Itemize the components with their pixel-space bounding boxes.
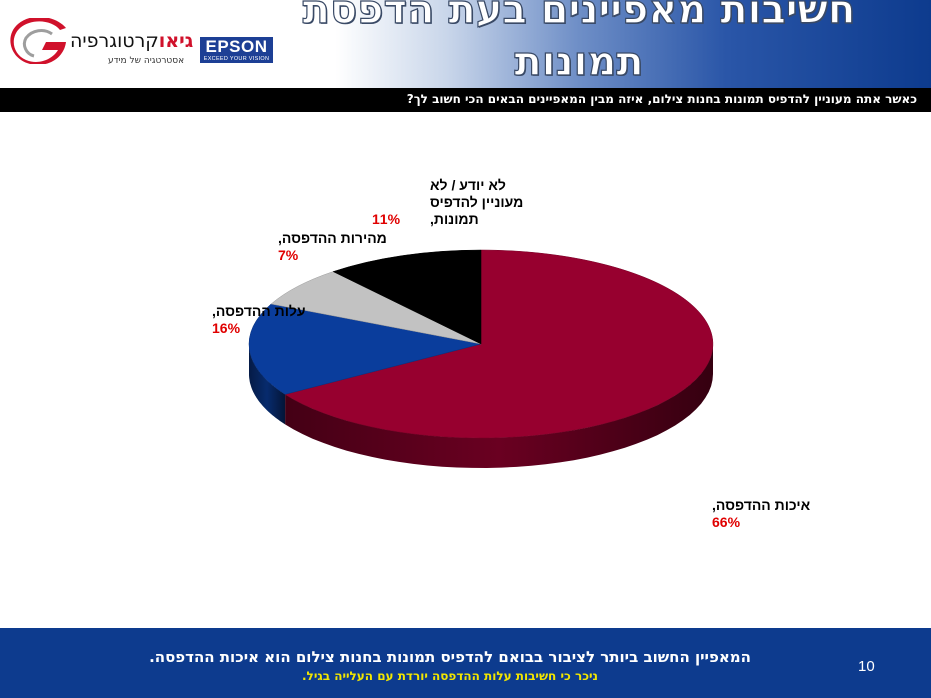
footer-banner: המאפיין החשוב ביותר לציבור בבואם להדפיס … — [0, 628, 931, 698]
pie-chart: איכות ההדפסה, 66% עלות ההדפסה, 16% מהירות הה… — [212, 177, 811, 530]
pie-slice-side-0 — [285, 344, 713, 468]
epson-logo-word: EPSON — [205, 37, 268, 56]
footer-note: ניכר כי חשיבות עלות ההדפסה יורדת עם העלי… — [302, 669, 598, 683]
geo-logo-name: גיאוקרטוגרפיה — [70, 30, 194, 52]
pie-slice-0 — [284, 249, 714, 439]
geo-cartography-logo: גיאוקרטוגרפיה אסטרטגיה של מידע — [8, 18, 198, 74]
geo-swoosh-icon — [10, 18, 66, 64]
pie-slice-2 — [270, 271, 482, 345]
slice-label-text-1: עלות ההדפסה, — [212, 303, 306, 319]
slice-value-label-0: 66% — [712, 514, 741, 530]
slice-label-text-2: מהירות ההדפסה, — [278, 230, 387, 246]
pie-slice-1 — [248, 303, 482, 395]
slice-value-label-3: 11% — [372, 211, 401, 227]
question-bar: כאשר אתה מעוניין להדפיס תמונות בחנות ציל… — [0, 88, 931, 112]
survey-question: כאשר אתה מעוניין להדפיס תמונות בחנות ציל… — [406, 92, 917, 106]
slice-label-1: עלות ההדפסה, 16% — [212, 303, 306, 336]
slice-label-3: לא יודע / לא מעוניין להדפיס תמונות, 11% — [372, 177, 523, 227]
pie-slice-3 — [332, 249, 482, 345]
slice-label-2: מהירות ההדפסה, 7% — [278, 230, 387, 263]
slice-label-text-3: מעוניין להדפיס — [430, 194, 523, 210]
header-banner: גיאוקרטוגרפיה אסטרטגיה של מידע EPSON EXC… — [0, 0, 931, 88]
page-number: 10 — [858, 658, 875, 675]
slide-title: חשיבות מאפיינים בעת הדפסת תמונות — [302, 0, 856, 86]
pie-slice-side-1 — [249, 344, 286, 425]
slice-label-text-0: איכות ההדפסה, — [712, 497, 811, 513]
geo-logo-tagline: אסטרטגיה של מידע — [108, 56, 185, 66]
epson-logo-tagline: EXCEED YOUR VISION — [203, 56, 270, 62]
slice-value-label-2: 7% — [278, 247, 299, 263]
slice-label-text-3: לא יודע / לא — [430, 177, 506, 193]
epson-logo: EPSON EXCEED YOUR VISION — [200, 37, 273, 63]
footer-conclusion: המאפיין החשוב ביותר לציבור בבואם להדפיס … — [149, 648, 751, 666]
slice-label-text-3: תמונות, — [430, 211, 479, 227]
slice-value-label-1: 16% — [212, 320, 241, 336]
slice-label-0: איכות ההדפסה, 66% — [712, 497, 811, 530]
